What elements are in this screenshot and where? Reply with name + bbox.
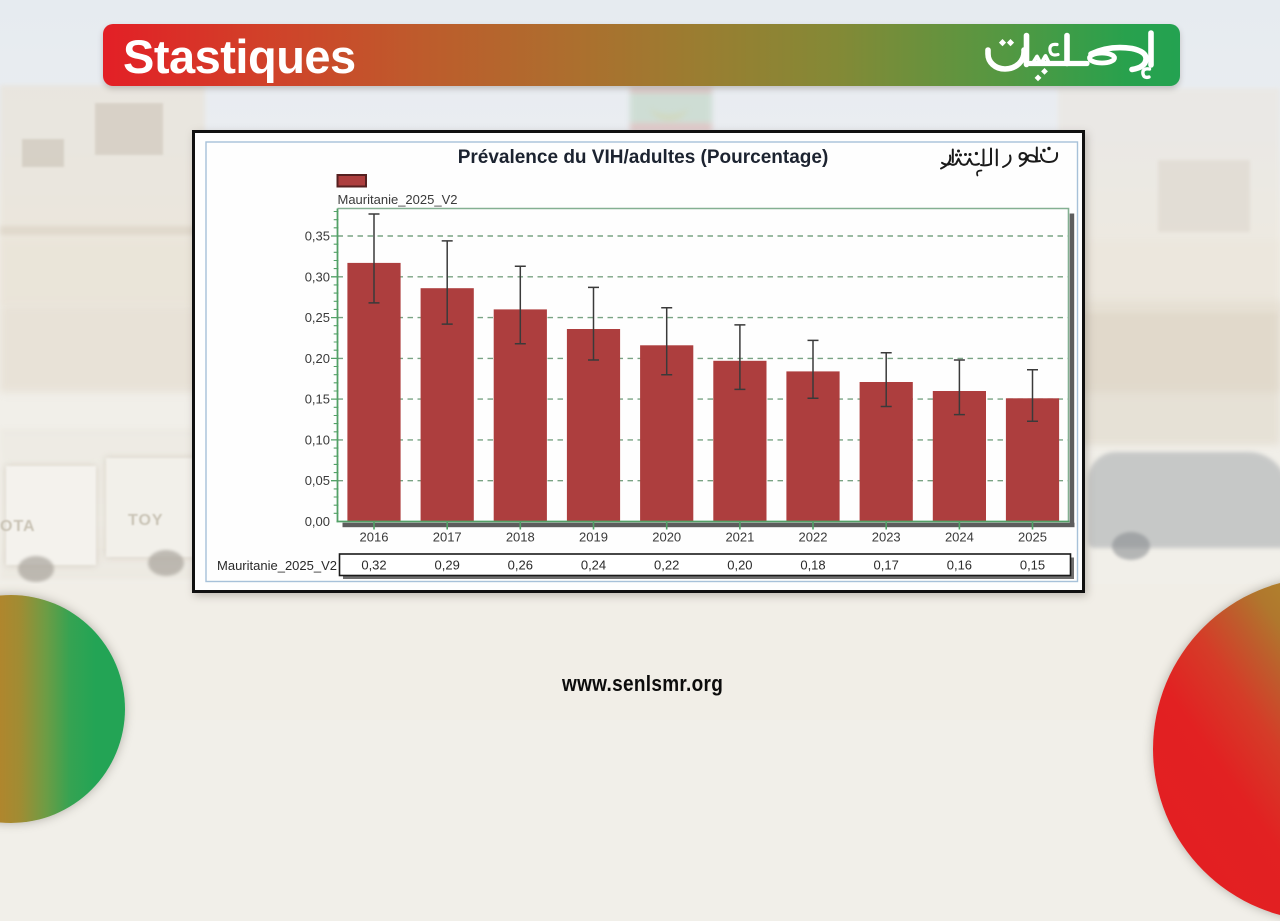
svg-text:0,17: 0,17: [874, 558, 899, 573]
svg-text:2019: 2019: [579, 530, 608, 545]
svg-text:0,30: 0,30: [305, 269, 330, 284]
svg-text:0,20: 0,20: [727, 558, 752, 573]
svg-text:0,22: 0,22: [654, 558, 679, 573]
svg-text:0,18: 0,18: [800, 558, 825, 573]
svg-text:0,16: 0,16: [947, 558, 972, 573]
svg-text:0,25: 0,25: [305, 310, 330, 325]
svg-text:0,20: 0,20: [305, 351, 330, 366]
svg-text:0,10: 0,10: [305, 432, 330, 447]
svg-text:0,26: 0,26: [508, 558, 533, 573]
svg-text:2025: 2025: [1018, 530, 1047, 545]
svg-text:Mauritanie_2025_V2: Mauritanie_2025_V2: [338, 192, 458, 207]
svg-text:2022: 2022: [799, 530, 828, 545]
svg-text:0,24: 0,24: [581, 558, 606, 573]
svg-text:0,29: 0,29: [435, 558, 460, 573]
svg-text:0,00: 0,00: [305, 514, 330, 529]
svg-text:2020: 2020: [652, 530, 681, 545]
svg-text:0,32: 0,32: [361, 558, 386, 573]
svg-text:0,35: 0,35: [305, 229, 330, 244]
svg-text:Prévalence du VIH/adultes (Pou: Prévalence du VIH/adultes (Pourcentage): [458, 147, 829, 168]
svg-text:Mauritanie_2025_V2: Mauritanie_2025_V2: [217, 558, 337, 573]
svg-text:2023: 2023: [872, 530, 901, 545]
svg-text:2024: 2024: [945, 530, 974, 545]
svg-text:2018: 2018: [506, 530, 535, 545]
svg-text:2021: 2021: [725, 530, 754, 545]
svg-text:0,05: 0,05: [305, 473, 330, 488]
svg-text:0,15: 0,15: [305, 392, 330, 407]
svg-text:2017: 2017: [433, 530, 462, 545]
svg-text:0,15: 0,15: [1020, 558, 1045, 573]
svg-text:2016: 2016: [360, 530, 389, 545]
